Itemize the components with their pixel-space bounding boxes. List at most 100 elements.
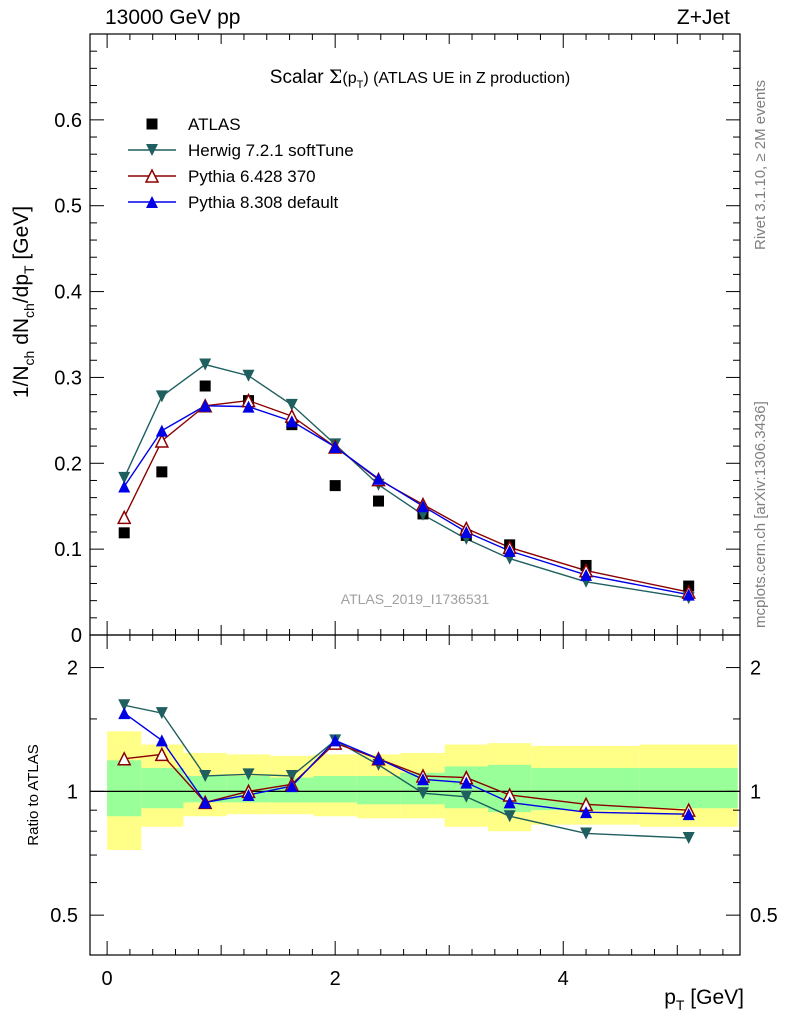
x-tick-label: 4 (558, 968, 569, 990)
ratio-y-tick-label-left: 2 (67, 658, 78, 680)
ratio-point-herwig-7-2-1-softtune (416, 787, 429, 800)
legend-label-pythia-6-428-370: Pythia 6.428 370 (188, 167, 316, 186)
main-point-pythia-8-308-default (416, 500, 429, 513)
main-series-lines (123, 363, 689, 599)
legend-label-herwig-7-2-1-softtune: Herwig 7.2.1 softTune (188, 141, 354, 160)
ratio-series-markers (116, 699, 696, 845)
main-point-pythia-8-308-default (242, 400, 255, 413)
main-point-pythia-8-308-default (460, 525, 473, 538)
legend-marker-pythia-6-428-370 (144, 168, 160, 183)
ratio-point-pythia-8-308-default (416, 773, 429, 786)
legend-marker-atlas (146, 118, 158, 130)
legend: ATLAS Herwig 7.2.1 softTune Pythia 6.428 3… (128, 115, 354, 212)
ratio-point-pythia-8-308-default (580, 806, 593, 819)
ratio-point-pythia-6-428-370 (116, 751, 132, 766)
main-point-pythia-8-308-default (580, 568, 593, 581)
ratio-point-herwig-7-2-1-softtune (199, 769, 212, 782)
process-label: Z+Jet (676, 6, 730, 29)
main-point-atlas (118, 527, 130, 539)
main-y-tick-label: 0.6 (54, 110, 82, 132)
main-y-axis-label: 1/Nch dNch/dpT [GeV] (10, 206, 37, 398)
ratio-band-green (356, 775, 401, 805)
ratio-point-pythia-8-308-default (372, 752, 385, 765)
main-point-pythia-8-308-default (199, 399, 212, 412)
ratio-line-pythia-6-428-370 (124, 742, 689, 811)
ratio-y-tick-label-right: 0.5 (750, 905, 778, 927)
ratio-point-pythia-8-308-default (155, 734, 168, 747)
ratio-point-herwig-7-2-1-softtune (242, 768, 255, 781)
ratio-point-herwig-7-2-1-softtune (503, 810, 516, 823)
ratio-point-pythia-8-308-default (460, 776, 473, 789)
ratio-y-tick-label-right: 2 (750, 658, 761, 680)
main-y-tick-label: 0.2 (54, 453, 82, 475)
main-y-tick-label: 0.4 (54, 282, 82, 304)
main-panel-axes: 0 0.1 0.2 0.3 0.4 0.5 0.6 (54, 33, 741, 647)
ratio-line-herwig-7-2-1-softtune (124, 704, 689, 839)
main-point-herwig-7-2-1-softtune (155, 390, 168, 403)
ratio-point-pythia-8-308-default (682, 808, 695, 821)
ratio-point-herwig-7-2-1-softtune (118, 699, 131, 712)
ratio-band-green (141, 767, 184, 809)
ratio-series-lines (123, 704, 689, 839)
main-point-pythia-8-308-default (503, 544, 516, 557)
main-point-atlas (329, 480, 341, 492)
ratio-point-herwig-7-2-1-softtune (460, 790, 473, 803)
energy-label: 13000 GeV pp (105, 6, 241, 29)
main-point-atlas (373, 495, 385, 507)
main-point-pythia-8-308-default (285, 415, 298, 428)
main-point-pythia-8-308-default (155, 424, 168, 437)
main-y-tick-label: 0.5 (54, 196, 82, 218)
main-point-atlas (199, 380, 211, 392)
main-point-herwig-7-2-1-softtune (199, 358, 212, 371)
ratio-point-pythia-8-308-default (329, 734, 342, 747)
mcplots-reference-label: mcplots.cern.ch [arXiv:1306.3436] (752, 401, 769, 628)
ratio-band-green (107, 760, 142, 817)
main-point-pythia-6-428-370 (154, 433, 170, 448)
legend-marker-pythia-8-308-default (146, 196, 158, 208)
ratio-point-herwig-7-2-1-softtune (285, 769, 298, 782)
main-point-herwig-7-2-1-softtune (285, 398, 298, 411)
main-point-atlas (156, 466, 168, 478)
main-y-tick-label: 0.3 (54, 367, 82, 389)
ratio-panel-axes: 0 2 4 0.5 0.5 1 1 2 2 (50, 634, 778, 990)
ratio-plot-frame (89, 634, 741, 956)
x-tick-label: 2 (330, 968, 341, 990)
ratio-band-green (639, 767, 738, 809)
analysis-watermark: ATLAS_2019_I1736531 (341, 591, 490, 607)
main-y-tick-label: 0 (71, 625, 82, 647)
main-point-pythia-8-308-default (372, 472, 385, 485)
ratio-y-tick-label-right: 1 (750, 781, 761, 803)
legend-label-pythia-8-308-default: Pythia 8.308 default (188, 193, 339, 212)
main-point-herwig-7-2-1-softtune (242, 369, 255, 382)
ratio-point-pythia-8-308-default (199, 796, 212, 809)
legend-marker-herwig-7-2-1-softtune (146, 144, 158, 156)
ratio-point-herwig-7-2-1-softtune (155, 707, 168, 720)
main-y-tick-label: 0.1 (54, 539, 82, 561)
ratio-y-tick-label-left: 0.5 (50, 905, 78, 927)
ratio-y-axis-label: Ratio to ATLAS (25, 744, 42, 845)
main-line-pythia-8-308-default (123, 405, 689, 596)
main-point-pythia-8-308-default (682, 588, 695, 601)
ratio-point-pythia-8-308-default (118, 707, 131, 720)
main-series-markers (116, 358, 696, 605)
main-point-herwig-7-2-1-softtune (118, 471, 131, 484)
legend-label-atlas: ATLAS (188, 115, 241, 134)
x-axis-label: pT [GeV] (664, 986, 744, 1013)
main-line-herwig-7-2-1-softtune (123, 363, 689, 599)
ratio-point-pythia-8-308-default (503, 796, 516, 809)
ratio-point-herwig-7-2-1-softtune (682, 832, 695, 845)
plot-title: Scalar Σ(pT) (ATLAS UE in Z production) (270, 66, 570, 91)
ratio-line-pythia-8-308-default (123, 712, 689, 815)
ratio-point-pythia-8-308-default (285, 780, 298, 793)
x-tick-label: 0 (102, 968, 113, 990)
ratio-point-pythia-8-308-default (242, 788, 255, 801)
ratio-y-tick-label-left: 1 (67, 781, 78, 803)
ratio-point-herwig-7-2-1-softtune (580, 827, 593, 840)
main-point-pythia-8-308-default (118, 480, 131, 493)
ratio-band-green (313, 775, 357, 803)
rivet-version-label: Rivet 3.1.10, ≥ 2M events (752, 80, 769, 250)
ratio-point-pythia-6-428-370 (154, 746, 170, 762)
main-point-pythia-6-428-370 (116, 509, 132, 525)
main-point-pythia-8-308-default (329, 440, 342, 453)
